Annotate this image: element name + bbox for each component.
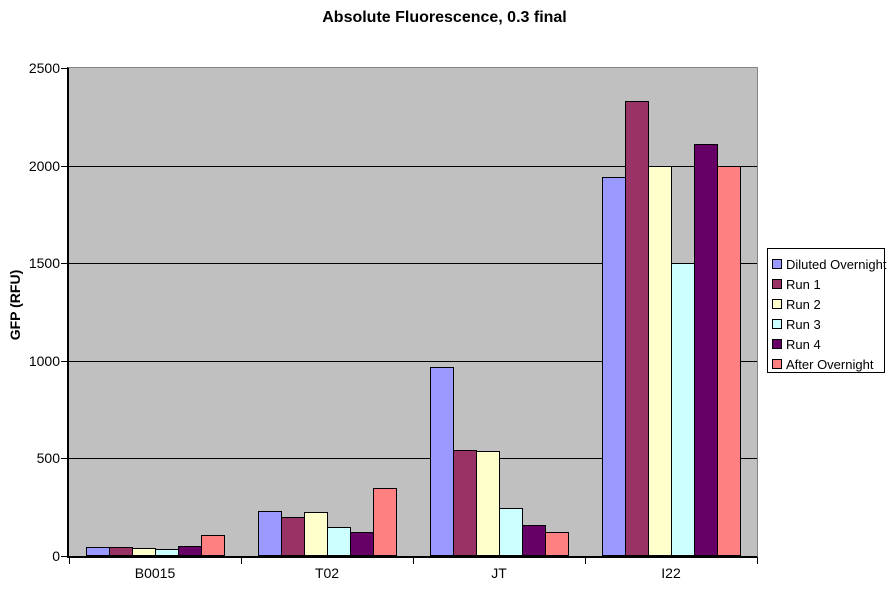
x-category-label: B0015: [134, 565, 176, 581]
bar-I22-run-3: [671, 263, 695, 556]
bar-T02-run-1: [281, 517, 305, 556]
legend-swatch-icon: [772, 319, 782, 329]
legend-label: Run 3: [786, 316, 821, 332]
x-category-label: JT: [491, 565, 507, 581]
bar-I22-run-1: [625, 101, 649, 556]
x-category-label: T02: [314, 565, 340, 581]
y-tick-mark: [61, 166, 67, 167]
bar-T02-run-3: [327, 527, 351, 556]
legend-label: Run 2: [786, 296, 821, 312]
y-tick-mark: [61, 458, 67, 459]
x-tick-mark: [413, 558, 414, 564]
legend-item: Run 2: [768, 294, 884, 314]
y-tick-label: 2000: [28, 158, 60, 174]
bar-I22-diluted-overnight: [602, 177, 626, 556]
legend-item: Run 3: [768, 314, 884, 334]
y-tick-label: 0: [52, 548, 60, 564]
y-tick-label: 1000: [28, 353, 60, 369]
bar-I22-run-2: [648, 166, 672, 556]
bar-JT-after-overnight: [545, 532, 569, 556]
gridline: [69, 166, 757, 167]
bar-T02-run-2: [304, 512, 328, 556]
bar-B0015-run-3: [155, 549, 179, 556]
legend: Diluted Overnight Run 1 Run 2 Run 3 Run 4 Aft…: [767, 248, 887, 374]
bar-JT-run-2: [476, 451, 500, 556]
x-tick-mark: [585, 558, 586, 564]
legend-swatch-icon: [772, 359, 782, 369]
bar-B0015-diluted-overnight: [86, 547, 110, 556]
bar-T02-after-overnight: [373, 488, 397, 556]
bar-B0015-run-2: [132, 548, 156, 556]
bar-T02-run-4: [350, 532, 374, 556]
bar-JT-run-3: [499, 508, 523, 556]
legend-item: Diluted Overnight: [768, 254, 887, 274]
legend-swatch-icon: [772, 279, 782, 289]
gridline: [69, 458, 757, 459]
legend-label: Run 4: [786, 336, 821, 352]
y-tick-label: 2500: [28, 60, 60, 76]
bar-T02-diluted-overnight: [258, 511, 282, 556]
bar-B0015-run-1: [109, 547, 133, 556]
x-tick-mark: [757, 558, 758, 564]
legend-item: Run 1: [768, 274, 884, 294]
chart-title: Absolute Fluorescence, 0.3 final: [322, 9, 567, 26]
y-tick-mark: [61, 263, 67, 264]
bar-B0015-after-overnight: [201, 535, 225, 556]
legend-label: Run 1: [786, 276, 821, 292]
bar-I22-after-overnight: [717, 166, 741, 556]
legend-item: After Overnight: [768, 354, 884, 374]
x-tick-mark: [241, 558, 242, 564]
gridline: [69, 361, 757, 362]
y-tick-mark: [61, 556, 67, 557]
bar-JT-run-4: [522, 525, 546, 556]
bar-I22-run-4: [694, 144, 718, 556]
legend-swatch-icon: [772, 299, 782, 309]
x-category-label: I22: [661, 565, 681, 581]
legend-item: Run 4: [768, 334, 884, 354]
legend-swatch-icon: [772, 339, 782, 349]
legend-swatch-icon: [772, 259, 782, 269]
y-axis-title: GFP (RFU): [7, 269, 23, 341]
bar-JT-run-1: [453, 450, 477, 556]
y-tick-label: 1500: [28, 255, 60, 271]
y-tick-mark: [61, 68, 67, 69]
y-tick-mark: [61, 361, 67, 362]
plot-area: [67, 67, 758, 558]
x-tick-mark: [69, 558, 70, 564]
bar-JT-diluted-overnight: [430, 367, 454, 556]
bar-B0015-run-4: [178, 546, 202, 556]
legend-label: After Overnight: [786, 356, 874, 372]
legend-label: Diluted Overnight: [786, 256, 887, 272]
y-tick-label: 500: [36, 450, 60, 466]
gridline: [69, 263, 757, 264]
